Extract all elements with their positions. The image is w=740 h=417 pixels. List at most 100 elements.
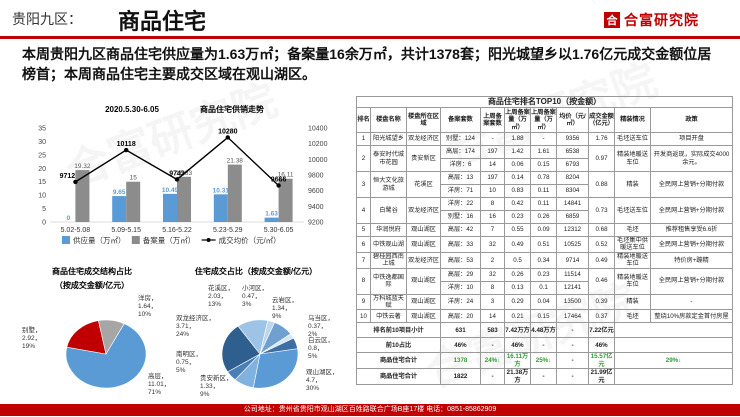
x-tick-label: 5.16-5.22 (162, 227, 192, 234)
table-cell: 0.04 (530, 293, 557, 311)
table-row: 洋房：10 8 0.13 0.1 12141 (357, 280, 733, 295)
table-cell: 0.78 (530, 171, 557, 185)
table-cell: 0.88 (588, 171, 615, 198)
table-cell: 全民网上营销+分期付款 (649, 267, 734, 295)
price-point (174, 177, 180, 182)
table-row: 8 中铁逸都国际 观山湖区 高层：29 32 0.26 0.23 11514 0.46 精装地暖送… (356, 267, 734, 295)
table-cell: 特价房+蹦精 (649, 251, 734, 269)
table-cell: 197 (480, 171, 505, 185)
table-total-cell: 1378 (440, 352, 481, 370)
table-cell: 32 (480, 236, 505, 253)
table-row: 3 恒大文化旅游城 花溪区 高层：13 197 0.14 0.78 8204 0.88 精装 全民网… (356, 171, 734, 198)
table-row: 2 泰安时代城市花园 贵安新区 高层：174 197 1.42 1.61 6538 0.97 精装… (356, 145, 734, 172)
table-row: 4 白鹭谷 双龙经济区 洋房：22 8 0.42 0.11 14841 0.73 毛坯送车位 全民网… (356, 197, 734, 224)
table-cell: 高层：42 (440, 223, 481, 237)
table-cell: 高层：33 (440, 236, 481, 253)
structure-pie-svg: 商品住宅成交结构占比 （按成交金额/亿元） 高层， 11.01， 71% 别墅， 2.92，… (22, 266, 170, 396)
table-cell: 洋房：24 (440, 293, 481, 311)
table-cell: 1.88 (504, 132, 531, 146)
table-header-cell: 上周备案量（万㎡） (504, 107, 531, 133)
table-cell: 白鹭谷 (370, 197, 407, 224)
table-cell: 毛坯 (614, 223, 651, 237)
table-total-cell: 46% (440, 337, 481, 354)
table-cell: 5 (356, 223, 371, 237)
pie-label: 云岩区， 1.34， 9% (272, 295, 298, 320)
table-cell: 观山湖区 (406, 223, 441, 237)
table-cell: 中铁逸都国际 (370, 267, 407, 295)
table-cell: 0.55 (504, 223, 531, 237)
table-total-cell: 16.11万方 (504, 352, 531, 370)
table-cell: 0.23 (504, 210, 531, 224)
table-cell: 0.49 (504, 236, 531, 253)
footer: 公司地址：贵州省贵阳市观山湖区百姓路联合广场B座17楼 电话：0851-8586… (0, 404, 740, 416)
price-point (276, 183, 281, 188)
table-header-cell: 政策 (649, 107, 734, 133)
table-cell: 高层：53 (440, 251, 481, 269)
table-cell: 高层：174 (440, 145, 481, 159)
table-total-cell: 24%↓ (480, 352, 505, 370)
table-cell: 花溪区 (406, 171, 441, 198)
y2-tick-label: 10400 (308, 126, 328, 133)
table-row: 9 万科城蓝天赋 观山湖区 洋房：24 3 0.29 0.04 13500 0.39 精装 - (356, 293, 734, 311)
table-cell: 2 (356, 145, 371, 172)
table-cell: 0.52 (588, 236, 615, 253)
pie-label: 南明区， 0.75， 5% (176, 349, 202, 374)
table-cell: 1.61 (530, 145, 557, 159)
table-total-cell: 前10占比 (356, 337, 441, 354)
table-cell: 10 (356, 309, 371, 324)
supply-label: 10.49 (162, 187, 179, 194)
table-cell: 9 (356, 293, 371, 311)
table-cell: 恒大文化旅游城 (370, 171, 407, 198)
table-cell: 16 (480, 210, 505, 224)
table-row: 7 碧桂园西南上城 双龙经济区 高层：53 2 0.5 0.34 9714 0.49 精装地暖送车… (356, 251, 734, 269)
table-cell: 0.5 (504, 251, 531, 269)
table-cell: - (530, 132, 557, 146)
table-cell: 0.14 (504, 171, 531, 185)
table-cell: 华润悦府 (370, 223, 407, 237)
table-cell: 别墅：16 (440, 210, 481, 224)
table-cell: 6793 (556, 158, 589, 172)
table-cell: 7 (480, 223, 505, 237)
table-cell: 洋房：10 (440, 280, 481, 295)
table-total-cell: - (530, 337, 557, 354)
district-pie-svg: 住宅成交占比（按成交金额/亿元） 观山湖区， 4.7， 30% 贵安新区， 1.33， 9%… (176, 266, 339, 398)
y-tick-label: 0 (42, 220, 46, 227)
table-cell: 贵安新区 (406, 145, 441, 172)
pie-slice (66, 320, 107, 355)
table-header-cell: 排名 (356, 107, 371, 133)
table-cell: 万科城蓝天赋 (370, 293, 407, 311)
table-total-cell: 25%↓ (530, 352, 557, 370)
table-cell: 阳光城望乡 (370, 132, 407, 146)
pie-label: 高层， 11.01， 71% (148, 371, 170, 396)
supply-label: 10.31 (213, 187, 230, 194)
table-total-cell: 15.57亿元 (588, 352, 615, 370)
table-cell: 10525 (556, 236, 589, 253)
table-cell: 全民网上营销+分期付款 (649, 197, 734, 224)
table-cell: 8 (480, 280, 505, 295)
record-bar (227, 164, 242, 222)
table-cell: 0.15 (530, 309, 557, 324)
table-total-cell: 排名前10项目小计 (356, 322, 441, 339)
table-cell: 0.97 (588, 145, 615, 172)
legend-label: 备案量（万㎡） (143, 235, 196, 245)
table-row: 5 华润悦府 观山湖区 高层：42 7 0.55 0.09 12312 0.68 毛坯 推荐租售享受… (356, 223, 734, 237)
table-cell: 毛坯 (614, 309, 651, 324)
table-total-cell: - (480, 337, 505, 354)
table-cell: 0.11 (530, 184, 557, 198)
pie-label: 别墅， 2.92， 19% (22, 325, 42, 350)
table-total-row: 商品住宅合计 1822-21.38万方 - -21.99亿元 (356, 368, 734, 386)
table-cell: 32 (480, 267, 505, 282)
pie-label: 小河区， 0.47， 3% (242, 283, 268, 308)
pie-label: 乌当区， 0.37， 2% (308, 313, 334, 338)
table-cell: 0.73 (588, 197, 615, 224)
supply-sales-chart: 2020.5.30-6.05 商品住宅供销走势 0 5 10 15 20 25 30 35 9200… (22, 100, 340, 260)
record-label: 19.32 (74, 163, 91, 170)
table-cell: 中铁云著 (370, 309, 407, 324)
table-header-cell: 上周备案套数 (480, 107, 505, 133)
table-cell: 碧桂园西南上城 (370, 251, 407, 269)
table-total-cell: 商品住宅合计 (356, 368, 441, 386)
table-cell: 高层：20 (440, 309, 481, 324)
table-cell: 0.13 (504, 280, 531, 295)
pie-label: 贵安新区， 1.33， 9% (200, 373, 233, 398)
x-tick-label: 5.09-5.15 (111, 227, 141, 234)
